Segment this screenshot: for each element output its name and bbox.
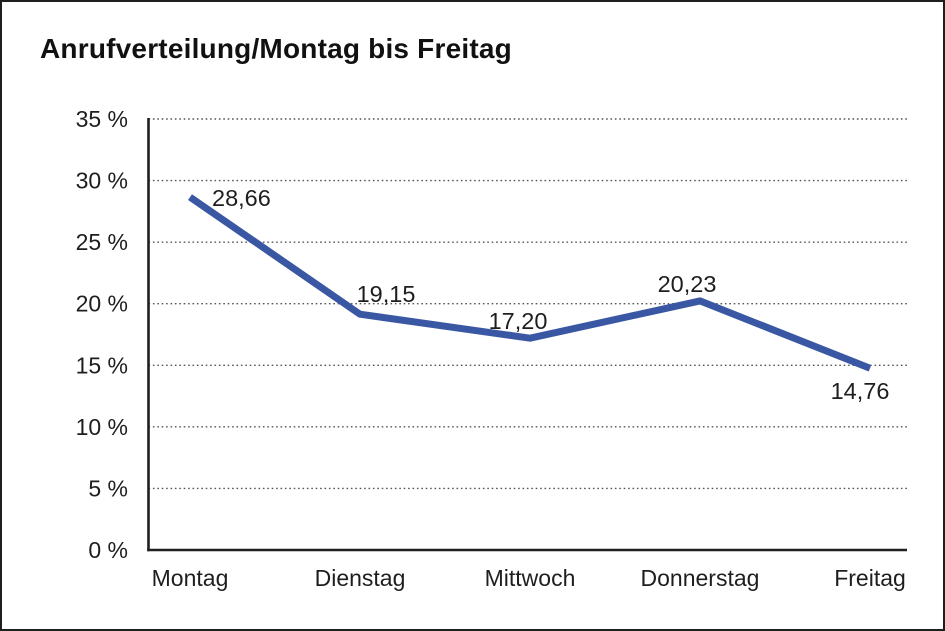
y-tick-label: 35 %	[76, 106, 128, 132]
y-tick-label: 20 %	[76, 291, 128, 317]
data-label: 28,66	[212, 185, 271, 211]
y-tick-label: 10 %	[76, 414, 128, 440]
x-tick-label: Freitag	[834, 565, 906, 591]
data-label: 19,15	[357, 281, 416, 307]
y-tick-label: 25 %	[76, 229, 128, 255]
data-label: 20,23	[658, 271, 717, 297]
chart-title: Anrufverteilung/Montag bis Freitag	[40, 33, 512, 64]
x-tick-label: Mittwoch	[485, 565, 576, 591]
data-series-line	[188, 194, 872, 372]
y-tick-label: 5 %	[88, 475, 128, 501]
y-tick-label: 15 %	[76, 352, 128, 378]
x-tick-label: Dienstag	[315, 565, 406, 591]
x-tick-label: Donnerstag	[641, 565, 760, 591]
data-label: 17,20	[489, 308, 548, 334]
y-tick-label: 0 %	[88, 537, 128, 563]
data-label: 14,76	[831, 378, 890, 404]
x-tick-label: Montag	[152, 565, 229, 591]
y-tick-label: 30 %	[76, 168, 128, 194]
